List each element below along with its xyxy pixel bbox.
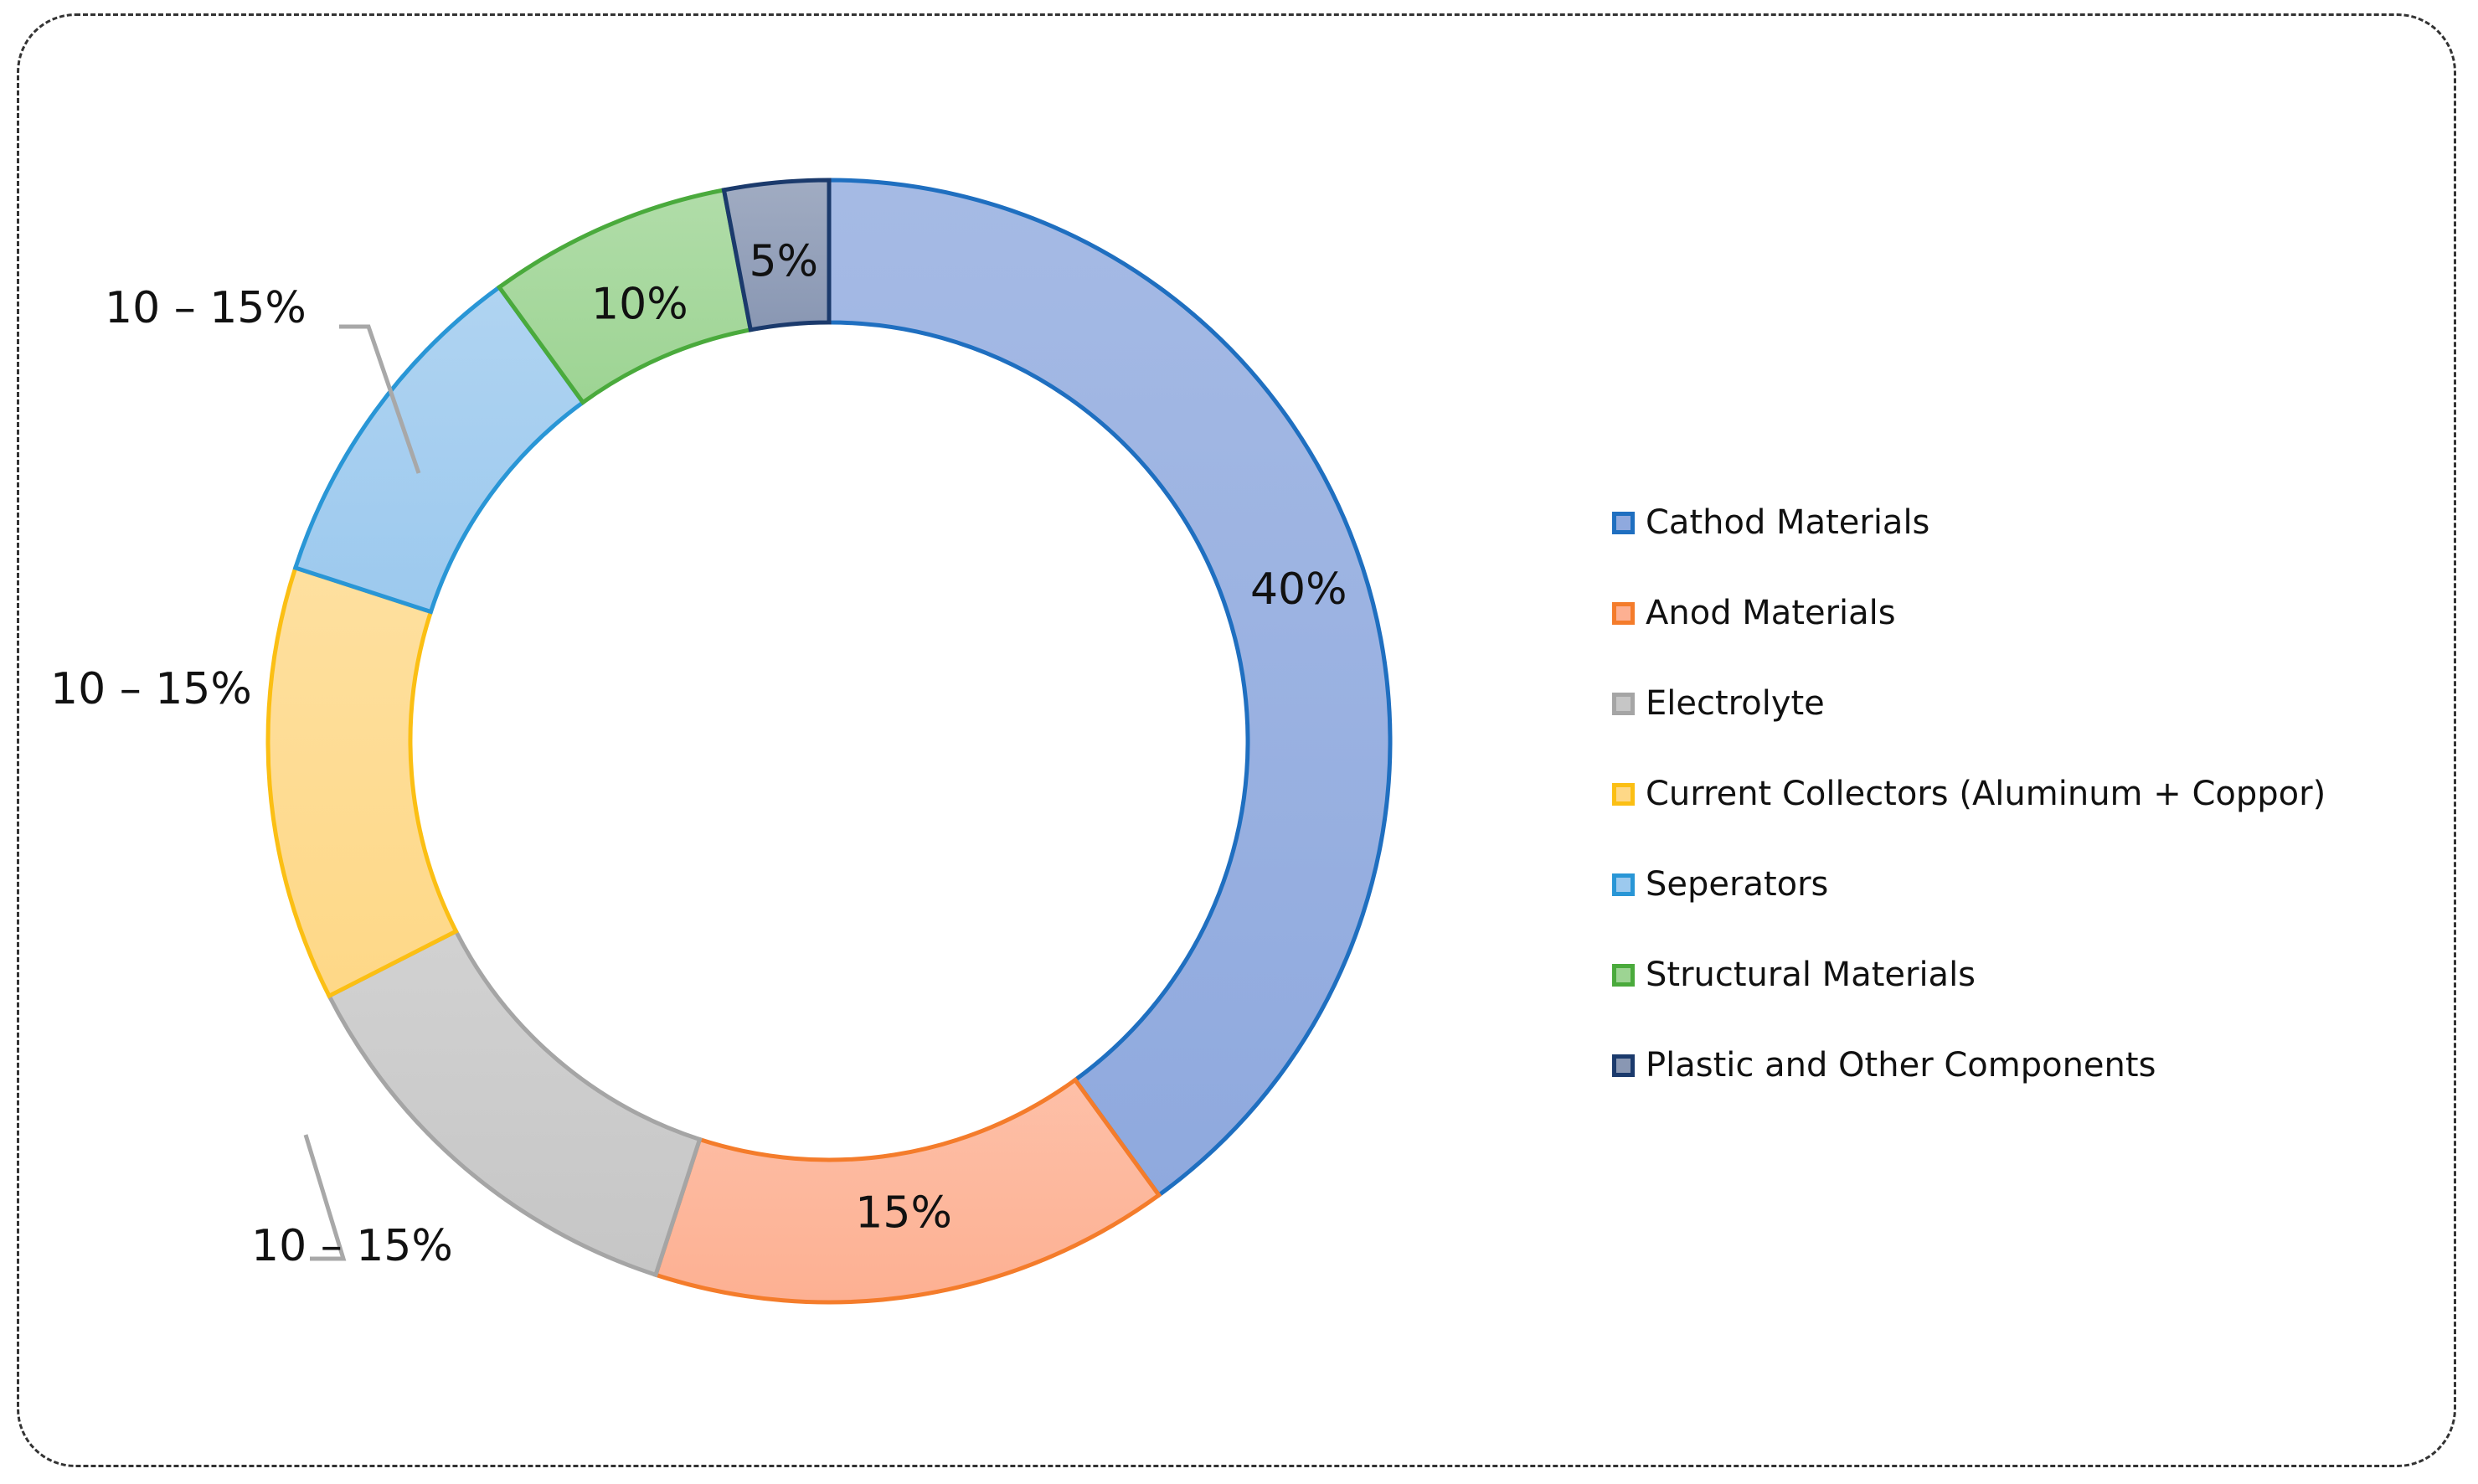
data-label: 5%	[750, 236, 819, 286]
leader-line	[303, 1134, 347, 1261]
chart-legend: Cathod Materials Anod Materials Electrol…	[1612, 477, 2450, 1110]
legend-label: Structural Materials	[1646, 956, 1976, 994]
legend-label: Anod Materials	[1646, 594, 1896, 632]
data-label: 10 – 15%	[50, 664, 252, 714]
data-label: 10 – 15%	[251, 1221, 453, 1271]
legend-label: Plastic and Other Components	[1646, 1046, 2156, 1085]
data-label: 15%	[855, 1188, 952, 1238]
legend-swatch	[1612, 873, 1635, 896]
legend-item: Structural Materials	[1612, 930, 2450, 1020]
legend-swatch	[1612, 963, 1635, 987]
donut-slice	[827, 178, 1393, 1198]
legend-swatch	[1612, 782, 1635, 806]
legend-item: Cathod Materials	[1612, 477, 2450, 568]
legend-swatch	[1612, 1054, 1635, 1077]
leader-line	[339, 324, 421, 474]
data-label: 10%	[591, 279, 688, 329]
legend-item: Anod Materials	[1612, 568, 2450, 658]
legend-label: Electrolyte	[1646, 684, 1825, 723]
donut-slice	[265, 564, 459, 999]
legend-item: Plastic and Other Components	[1612, 1020, 2450, 1110]
data-label: 10 – 15%	[105, 283, 307, 333]
legend-swatch	[1612, 511, 1635, 534]
legend-label: Current Collectors (Aluminum + Coppor)	[1646, 775, 2326, 813]
data-label: 40%	[1250, 564, 1347, 615]
legend-swatch	[1612, 692, 1635, 715]
legend-label: Cathod Materials	[1646, 503, 1930, 542]
legend-item: Current Collectors (Aluminum + Coppor)	[1612, 749, 2450, 839]
donut-slice	[721, 178, 832, 332]
chart-frame	[17, 13, 2456, 1467]
legend-item: Electrolyte	[1612, 658, 2450, 749]
legend-swatch	[1612, 601, 1635, 625]
legend-item: Seperators	[1612, 839, 2450, 930]
legend-label: Seperators	[1646, 865, 1829, 904]
